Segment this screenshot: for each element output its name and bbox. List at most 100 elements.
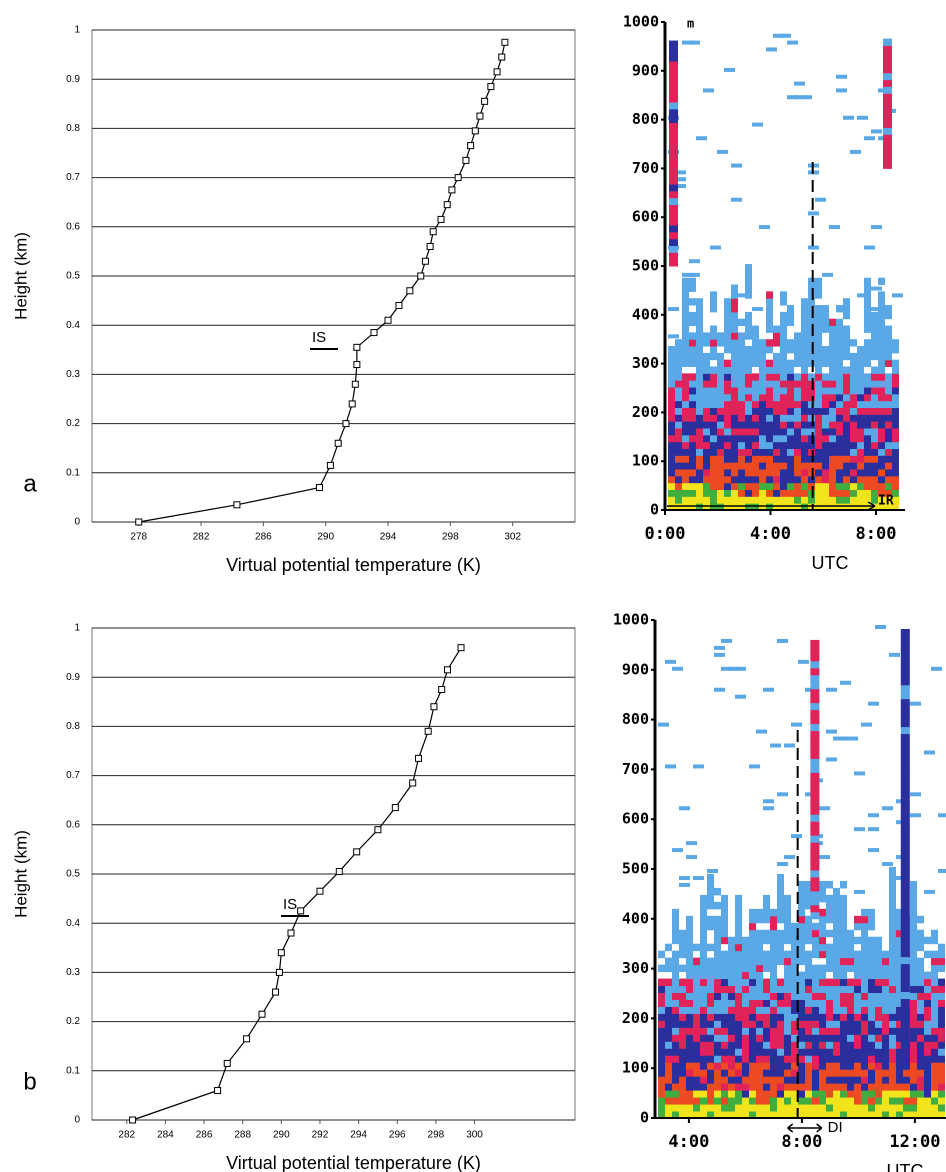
- echo-cell: [780, 346, 787, 354]
- profile-marker: [448, 186, 456, 194]
- echo-cell: [693, 985, 700, 994]
- echo-cell: [665, 1090, 672, 1098]
- echo-cell: [780, 373, 787, 381]
- echo-cell: [658, 1020, 665, 1028]
- echo-cell: [889, 999, 896, 1007]
- echo-cell: [679, 1027, 686, 1035]
- echo-cell: [931, 1104, 938, 1112]
- echo-cell: [910, 964, 917, 973]
- echo-cell: [871, 325, 878, 333]
- echo-cell: [822, 448, 829, 456]
- echo-cell: [850, 380, 857, 388]
- echo-cell: [658, 1090, 665, 1098]
- echo-cell: [724, 400, 731, 409]
- echo-cell: [810, 849, 820, 857]
- echo-cell: [801, 387, 808, 395]
- echo-cell: [742, 1062, 749, 1070]
- echo-cell: [668, 407, 675, 415]
- echo-cell: [791, 1083, 798, 1091]
- echo-cell: [840, 1006, 847, 1014]
- echo-cell: [770, 1076, 777, 1084]
- echo-cell: [808, 462, 815, 470]
- echo-cell: [868, 1048, 875, 1056]
- echo-cell: [721, 1027, 728, 1035]
- echo-cell: [668, 496, 675, 504]
- echo-cell: [742, 1069, 749, 1077]
- echo-cell: [850, 482, 857, 491]
- echo-cell: [700, 894, 707, 903]
- echo-cell: [703, 387, 710, 395]
- echo-cell: [868, 1076, 875, 1084]
- echo-cell: [721, 1062, 728, 1070]
- echo-cell: [900, 1019, 910, 1027]
- echo-cell: [808, 277, 815, 286]
- echo-cell: [787, 503, 794, 511]
- echo-cell: [672, 971, 679, 980]
- echo-cell: [875, 1083, 882, 1091]
- echo-cell: [745, 318, 752, 327]
- echo-cell: [787, 318, 794, 327]
- echo-cell: [822, 475, 829, 484]
- echo-cell: [854, 964, 861, 973]
- echo-cell: [668, 380, 675, 388]
- echo-cell: [808, 414, 815, 422]
- echo-cell: [889, 894, 896, 903]
- echo-cell: [892, 441, 899, 450]
- echo-cell: [871, 129, 882, 134]
- echo-cell: [731, 421, 738, 429]
- profile-marker: [342, 420, 350, 428]
- echo-cell: [931, 1083, 938, 1091]
- echo-cell: [882, 1013, 889, 1021]
- echo-cell: [763, 985, 770, 994]
- echo-cell: [840, 1111, 847, 1119]
- echo-cell: [892, 359, 899, 368]
- echo-cell: [864, 291, 871, 299]
- echo-cell: [900, 963, 910, 972]
- echo-cell: [696, 325, 703, 333]
- echo-cell: [812, 1062, 819, 1070]
- echo-cell: [900, 838, 910, 846]
- echo-cell: [745, 414, 752, 422]
- echo-cell: [931, 1027, 938, 1035]
- echo-cell: [798, 894, 805, 903]
- echo-cell: [669, 211, 678, 219]
- echo-cell: [682, 393, 689, 402]
- echo-cell: [864, 352, 871, 361]
- echo-cell: [861, 922, 868, 931]
- echo-cell: [850, 393, 857, 402]
- echo-cell: [738, 448, 745, 456]
- echo-cell: [669, 47, 678, 55]
- echo-cell: [770, 1090, 777, 1098]
- echo-cell: [843, 311, 850, 320]
- echo-cell: [900, 893, 910, 902]
- echo-cell: [770, 957, 777, 966]
- echo-cell: [857, 352, 864, 361]
- echo-cell: [850, 421, 857, 429]
- echo-cell: [900, 1061, 910, 1069]
- echo-cell: [731, 311, 738, 320]
- echo-cell: [900, 754, 910, 762]
- echo-cell: [857, 469, 864, 477]
- echo-cell: [910, 1055, 917, 1063]
- echo-cell: [808, 421, 815, 429]
- echo-cell: [815, 373, 822, 381]
- echo-cell: [864, 305, 871, 313]
- echo-cell: [707, 1048, 714, 1056]
- echo-cell: [791, 1076, 798, 1084]
- echo-cell: [850, 475, 857, 484]
- echo-cell: [773, 33, 784, 38]
- echo-cell: [794, 421, 801, 429]
- echo-cell: [658, 1076, 665, 1084]
- echo-cell: [861, 950, 868, 959]
- echo-cell: [878, 421, 885, 429]
- echo-cell: [717, 434, 724, 443]
- echo-cell: [840, 1062, 847, 1070]
- echo-cell: [689, 352, 696, 361]
- echo-cell: [826, 1027, 833, 1035]
- echo-cell: [703, 475, 710, 484]
- echo-cell: [931, 1055, 938, 1063]
- echo-cell: [854, 1090, 861, 1098]
- echo-cell: [878, 346, 885, 354]
- y-tick-label: 1000: [623, 13, 659, 31]
- echo-cell: [938, 1013, 945, 1021]
